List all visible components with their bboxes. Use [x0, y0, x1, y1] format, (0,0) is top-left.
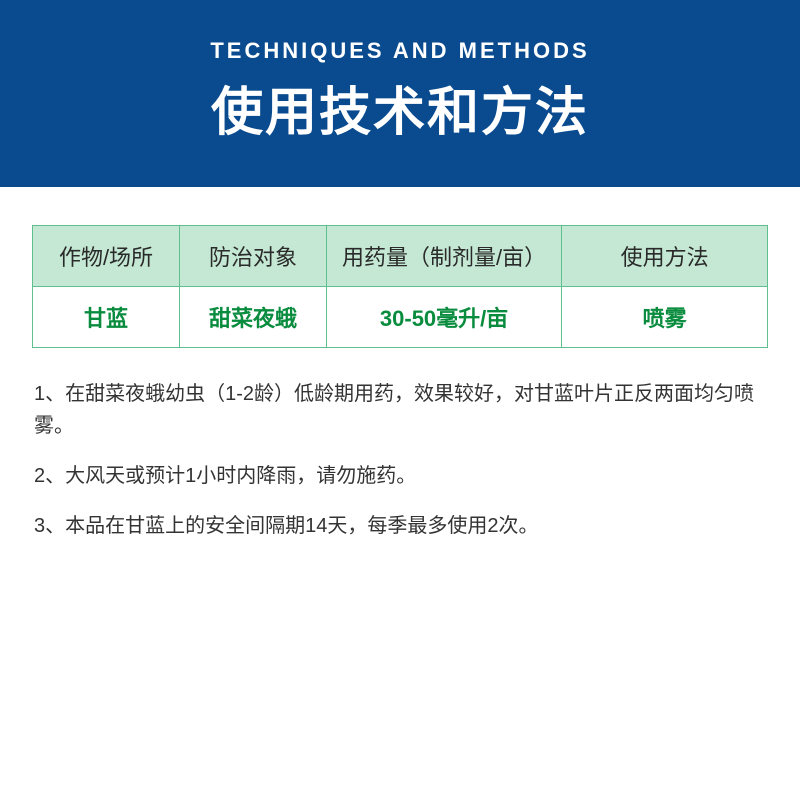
- notes-section: 1、在甜菜夜蛾幼虫（1-2龄）低龄期用药，效果较好，对甘蓝叶片正反两面均匀喷雾。…: [32, 378, 768, 542]
- table-row: 甘蓝 甜菜夜蛾 30-50毫升/亩 喷雾: [33, 287, 768, 348]
- header-subtitle: TECHNIQUES AND METHODS: [0, 38, 800, 64]
- header-banner: TECHNIQUES AND METHODS 使用技术和方法: [0, 0, 800, 187]
- cell-target: 甜菜夜蛾: [180, 287, 327, 348]
- cell-crop: 甘蓝: [33, 287, 180, 348]
- note-item: 2、大风天或预计1小时内降雨，请勿施药。: [34, 460, 766, 492]
- cell-method: 喷雾: [562, 287, 768, 348]
- col-header-target: 防治对象: [180, 226, 327, 287]
- col-header-dosage: 用药量（制剂量/亩）: [327, 226, 562, 287]
- note-item: 1、在甜菜夜蛾幼虫（1-2龄）低龄期用药，效果较好，对甘蓝叶片正反两面均匀喷雾。: [34, 378, 766, 442]
- cell-dosage: 30-50毫升/亩: [327, 287, 562, 348]
- usage-table: 作物/场所 防治对象 用药量（制剂量/亩） 使用方法 甘蓝 甜菜夜蛾 30-50…: [32, 225, 768, 348]
- col-header-method: 使用方法: [562, 226, 768, 287]
- content-area: 作物/场所 防治对象 用药量（制剂量/亩） 使用方法 甘蓝 甜菜夜蛾 30-50…: [0, 187, 800, 542]
- header-title: 使用技术和方法: [0, 70, 800, 145]
- table-header-row: 作物/场所 防治对象 用药量（制剂量/亩） 使用方法: [33, 226, 768, 287]
- note-item: 3、本品在甘蓝上的安全间隔期14天，每季最多使用2次。: [34, 510, 766, 542]
- col-header-crop: 作物/场所: [33, 226, 180, 287]
